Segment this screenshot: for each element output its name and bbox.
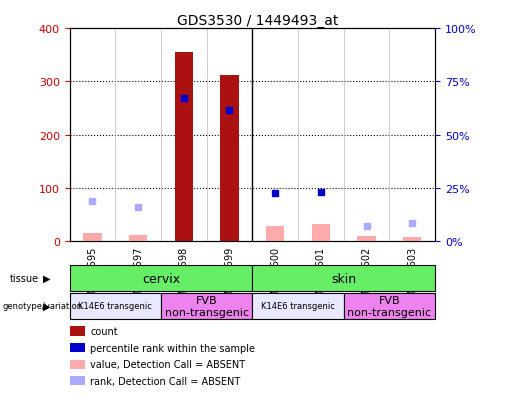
Text: count: count bbox=[90, 326, 118, 336]
Bar bbox=[129, 235, 147, 242]
Bar bbox=[266, 227, 284, 242]
Bar bbox=[357, 236, 376, 242]
Bar bbox=[312, 225, 330, 242]
Bar bbox=[83, 234, 101, 242]
Bar bbox=[220, 76, 238, 242]
Text: ▶: ▶ bbox=[43, 301, 50, 311]
Text: rank, Detection Call = ABSENT: rank, Detection Call = ABSENT bbox=[90, 376, 241, 386]
Text: tissue: tissue bbox=[9, 273, 39, 283]
Text: ▶: ▶ bbox=[43, 273, 50, 283]
Text: value, Detection Call = ABSENT: value, Detection Call = ABSENT bbox=[90, 359, 245, 369]
Text: K14E6 transgenic: K14E6 transgenic bbox=[78, 301, 152, 311]
Bar bbox=[403, 237, 421, 242]
Text: skin: skin bbox=[331, 272, 356, 285]
Bar bbox=[175, 53, 193, 242]
Text: genotype/variation: genotype/variation bbox=[3, 301, 83, 311]
Text: FVB
non-transgenic: FVB non-transgenic bbox=[165, 295, 249, 317]
Text: K14E6 transgenic: K14E6 transgenic bbox=[261, 301, 335, 311]
Text: FVB
non-transgenic: FVB non-transgenic bbox=[348, 295, 432, 317]
Text: GDS3530 / 1449493_at: GDS3530 / 1449493_at bbox=[177, 14, 338, 28]
Text: cervix: cervix bbox=[142, 272, 180, 285]
Text: percentile rank within the sample: percentile rank within the sample bbox=[90, 343, 255, 353]
